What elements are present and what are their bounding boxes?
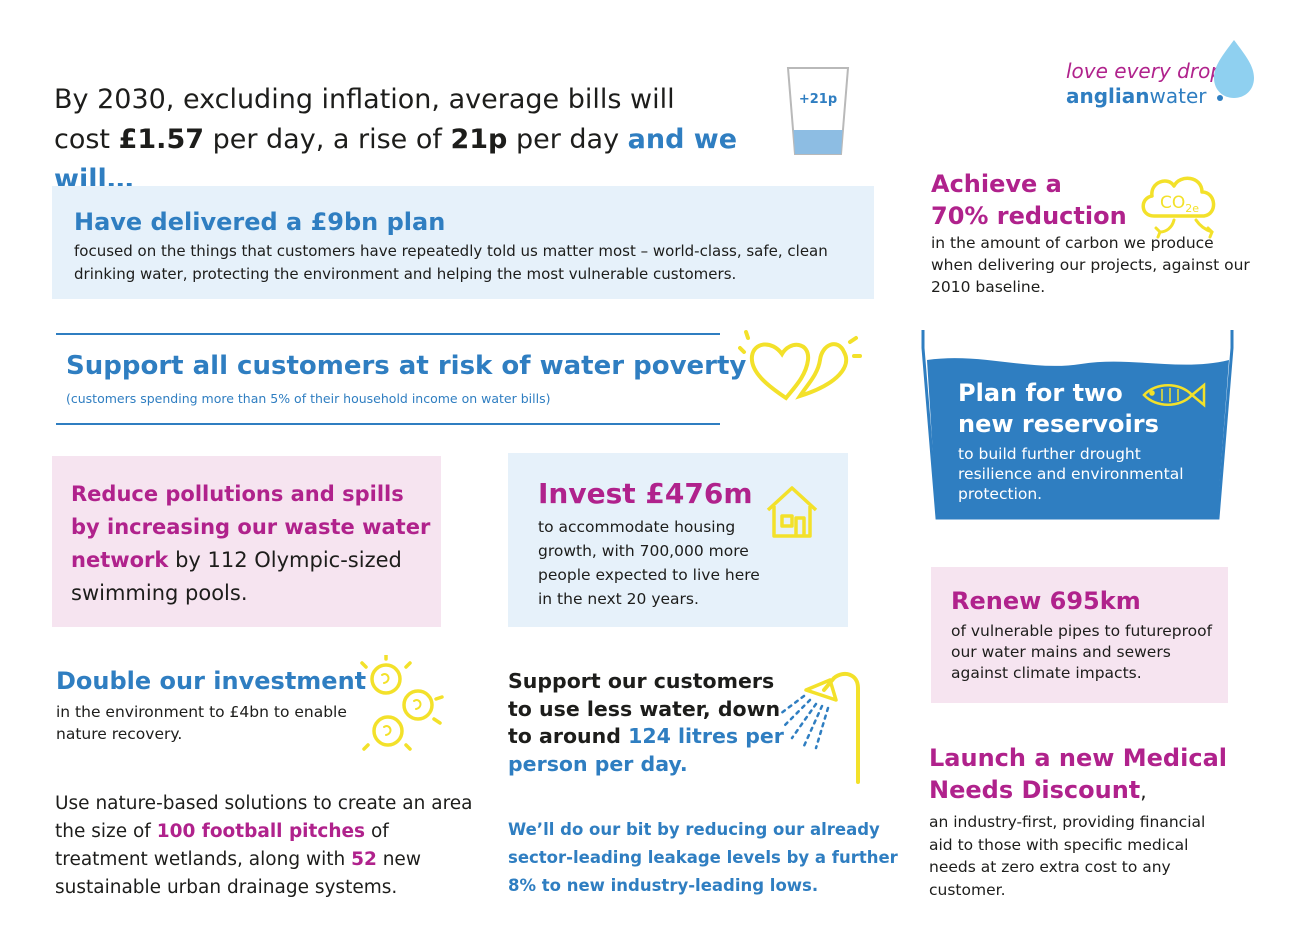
hearts-icon: [738, 330, 862, 401]
reservoir-water-shape: [921, 330, 1234, 520]
renew-panel: Renew 695km of vulnerable pipes to futur…: [931, 567, 1228, 703]
headline-text: per day: [507, 124, 628, 155]
plan-title: Have delivered a £9bn plan: [74, 208, 446, 236]
medical-title-comma: ,: [1140, 779, 1147, 803]
carbon-description: in the amount of carbon we produce when …: [931, 234, 1250, 296]
plan-description: focused on the things that customers hav…: [74, 242, 828, 283]
reservoir-title-1: Plan for two: [958, 379, 1123, 407]
nature-solutions-text: Use nature-based solutions to create an …: [55, 790, 475, 902]
pollution-highlight: Reduce pollutions and spills by increasi…: [71, 482, 431, 572]
logo-brand-b: water: [1150, 84, 1208, 108]
coins-icon: [360, 655, 444, 751]
shower-icon: [778, 671, 860, 784]
pollution-rest: by 112 Olympic-sized swimming pools.: [71, 548, 402, 605]
reservoir-content: Plan for two new reservoirs to build fur…: [958, 378, 1208, 504]
co2-sub: 2e: [1185, 202, 1199, 215]
droplet-icon: [1214, 40, 1254, 98]
reservoir-title-2: new reservoirs: [958, 410, 1159, 438]
leakage-text: We’ll do our bit by reducing our already…: [508, 820, 898, 895]
headline-text: per day, a rise of: [204, 124, 451, 155]
headline-text: cost: [54, 124, 119, 155]
carbon-block: Achieve a 70% reduction in the amount of…: [931, 168, 1251, 298]
less-water-target: 124 litres per person per day.: [508, 724, 784, 776]
headline-line-1: By 2030, excluding inflation, average bi…: [54, 84, 675, 115]
svg-text:anglianwater: anglianwater: [1066, 84, 1207, 108]
invest-panel: Invest £476m to accommodate housing grow…: [508, 453, 848, 627]
headline-line-2: cost £1.57 per day, a rise of 21p per da…: [54, 120, 794, 200]
renew-description: of vulnerable pipes to futureproof our w…: [951, 622, 1213, 682]
double-investment-title: Double our investment: [56, 667, 367, 695]
logo-tagline: love every drop: [1066, 59, 1223, 83]
reservoir-description: to build further drought resilience and …: [958, 445, 1184, 503]
nature-football-pitches: 100 football pitches: [156, 821, 366, 842]
carbon-title-2: 70% reduction: [931, 202, 1127, 230]
water-poverty-panel: Support all customers at risk of water p…: [56, 333, 746, 425]
medical-discount-block: Launch a new Medical Needs Discount, an …: [929, 742, 1229, 901]
water-poverty-note: (customers spending more than 5% of thei…: [66, 391, 551, 406]
nature-text: of treatment wetlands, along with: [55, 821, 389, 870]
plan-panel: Have delivered a £9bn plan focused on th…: [52, 186, 874, 299]
medical-description: an industry-first, providing financial a…: [929, 813, 1206, 899]
pollution-text: Reduce pollutions and spills by increasi…: [71, 478, 431, 610]
fish-icon: [1142, 382, 1206, 408]
house-icon: [766, 486, 818, 538]
logo-brand-a: anglian: [1066, 84, 1150, 108]
glass-label: +21p: [799, 92, 837, 107]
nature-text: new sustainable urban drainage systems.: [55, 849, 421, 898]
headline-daily-cost: £1.57: [118, 124, 205, 155]
pollution-panel: Reduce pollutions and spills by increasi…: [52, 456, 441, 627]
svg-text:CO2e: CO2e: [1160, 193, 1199, 215]
medical-title: Launch a new Medical Needs Discount,: [929, 742, 1229, 807]
co2-cloud-icon: CO2e: [1141, 176, 1216, 239]
co2-label: CO: [1160, 193, 1185, 213]
headline: By 2030, excluding inflation, average bi…: [54, 80, 794, 200]
nature-drainage-count: 52: [351, 849, 377, 870]
invest-description: to accommodate housing growth, with 700,…: [538, 518, 760, 608]
water-poverty-title: Support all customers at risk of water p…: [66, 351, 747, 381]
carbon-title-1: Achieve a: [931, 170, 1062, 198]
double-investment-description: in the environment to £4bn to enable nat…: [56, 703, 347, 743]
less-water-text: Support our customers to use less water,…: [508, 668, 788, 778]
less-water-lead: Support our customers to use less water,…: [508, 669, 781, 748]
water-glass-icon: +21p: [786, 67, 850, 155]
renew-title: Renew 695km: [951, 587, 1141, 615]
double-investment-block: Double our investment in the environment…: [56, 667, 367, 745]
medical-title-text: Launch a new Medical Needs Discount: [929, 744, 1227, 804]
headline-daily-rise: 21p: [450, 124, 508, 155]
reservoir-panel: Plan for two new reservoirs to build fur…: [921, 328, 1234, 524]
nature-text: Use nature-based solutions to create an …: [55, 793, 473, 842]
anglian-water-logo: love every drop anglianwater: [1066, 40, 1254, 108]
invest-title: Invest £476m: [538, 477, 753, 510]
